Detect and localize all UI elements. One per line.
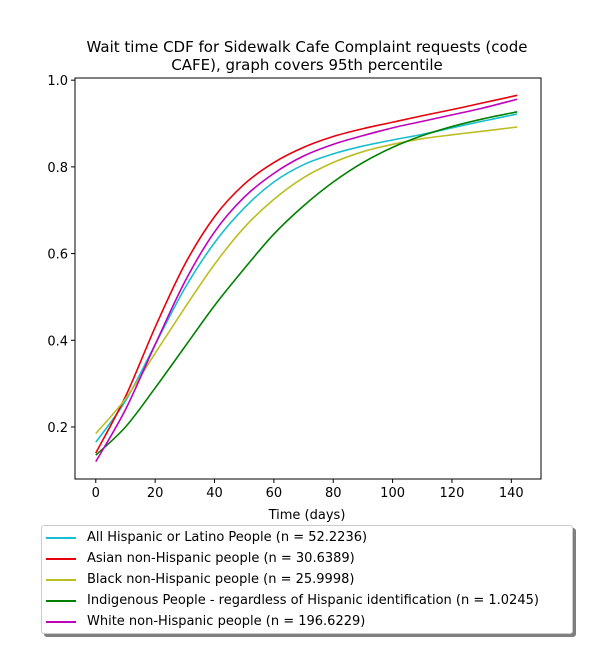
legend-label-hispanic: All Hispanic or Latino People (n = 52.22… [87, 530, 368, 545]
legend-item-indigenous: Indigenous People - regardless of Hispan… [42, 590, 539, 611]
legend-swatch-white [46, 620, 76, 623]
y-tick-label: 1.0 [47, 74, 68, 89]
series-line-asian [95, 94, 518, 454]
legend-item-white: White non-Hispanic people (n = 196.6229) [42, 611, 365, 632]
legend-item-black: Black non-Hispanic people (n = 25.9998) [42, 569, 354, 590]
series-line-indigenous [95, 111, 518, 456]
y-tick-label: 0.2 [47, 421, 68, 436]
y-axis-ticks: 0.2 0.4 0.6 0.8 1.0 [47, 74, 75, 436]
chart-title-line-1: Wait time CDF for Sidewalk Cafe Complain… [87, 38, 528, 56]
legend-item-hispanic: All Hispanic or Latino People (n = 52.22… [42, 527, 367, 548]
y-tick-label: 0.6 [47, 248, 68, 263]
series-line-black [95, 126, 518, 434]
plot-frame [74, 77, 542, 480]
chart-title-line-2: CAFE), graph covers 95th percentile [171, 56, 442, 74]
legend-label-asian: Asian non-Hispanic people (n = 30.6389) [87, 551, 355, 566]
legend-swatch-asian [46, 557, 76, 560]
y-tick-label: 0.8 [47, 161, 68, 176]
x-tick-label: 80 [325, 486, 342, 501]
x-axis-label: Time (days) [268, 508, 346, 523]
legend-item-asian: Asian non-Hispanic people (n = 30.6389) [42, 548, 355, 569]
plot-lines [95, 94, 518, 463]
legend-swatch-hispanic [46, 536, 76, 539]
legend-swatch-black [46, 578, 76, 581]
series-line-white [95, 98, 518, 463]
series-line-hispanic [95, 113, 518, 443]
legend-swatch-indigenous [46, 599, 76, 602]
legend-label-indigenous: Indigenous People - regardless of Hispan… [87, 593, 539, 608]
legend: All Hispanic or Latino People (n = 52.22… [41, 525, 573, 634]
x-axis-ticks: 0 20 40 60 80 100 120 140 [92, 479, 524, 501]
x-tick-label: 120 [440, 486, 465, 501]
x-tick-label: 140 [499, 486, 524, 501]
x-tick-label: 0 [92, 486, 100, 501]
legend-label-black: Black non-Hispanic people (n = 25.9998) [87, 572, 355, 587]
y-tick-label: 0.4 [47, 334, 68, 349]
x-tick-label: 20 [147, 486, 164, 501]
x-tick-label: 40 [206, 486, 223, 501]
legend-label-white: White non-Hispanic people (n = 196.6229) [87, 614, 366, 629]
x-tick-label: 60 [266, 486, 283, 501]
x-tick-label: 100 [380, 486, 405, 501]
